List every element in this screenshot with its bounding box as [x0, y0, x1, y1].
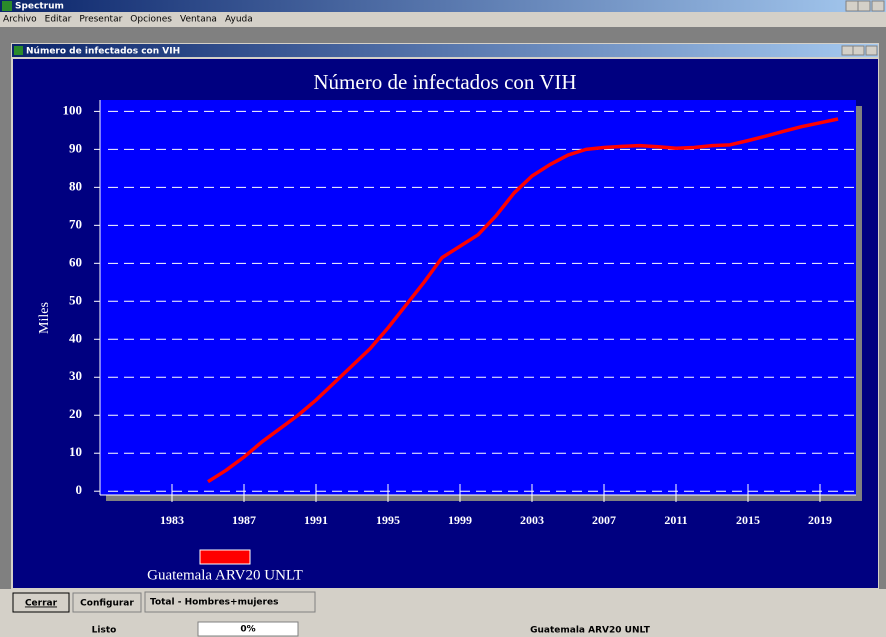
x-tick-label: 1983	[160, 513, 184, 527]
child-icon	[14, 46, 23, 55]
x-tick-label: 1987	[232, 513, 256, 527]
menu-bar: Archivo Editar Presentar Opciones Ventana Ayu…	[3, 15, 253, 25]
legend-swatch	[199, 549, 251, 565]
app-title: Spectrum	[15, 2, 64, 12]
legend: Guatemala ARV20 UNLT	[147, 549, 303, 583]
status-scenario: Guatemala ARV20 UNLT	[530, 626, 651, 636]
data-line	[207, 117, 839, 484]
child-controls[interactable]	[841, 45, 878, 56]
selector-label[interactable]: Total - Hombres+mujeres	[150, 598, 278, 608]
status-state: Listo	[92, 626, 117, 636]
close-button[interactable]	[12, 592, 70, 613]
x-tick-label: 1999	[448, 513, 472, 527]
y-tick-label: 10	[69, 444, 82, 459]
selector[interactable]	[144, 591, 316, 613]
menu-item[interactable]: Opciones	[130, 15, 172, 25]
x-tick-label: 1995	[376, 513, 400, 527]
title-bar	[0, 0, 886, 12]
x-tick-label: 2007	[592, 513, 616, 527]
y-tick-label: 80	[69, 178, 82, 193]
menu-item[interactable]: Archivo	[3, 15, 37, 25]
y-tick-label: 100	[63, 102, 83, 117]
y-axis-label: Miles	[37, 302, 52, 334]
chart-title: Número de infectados con VIH	[313, 70, 576, 94]
y-tick-label: 20	[69, 406, 82, 421]
menu-item[interactable]: Ventana	[180, 15, 217, 25]
y-tick-label: 90	[69, 140, 82, 155]
child-title-bar	[12, 44, 878, 57]
y-tick-label: 50	[69, 292, 82, 307]
y-tick-label: 30	[69, 368, 82, 383]
x-tick-label: 1991	[304, 513, 328, 527]
progress-text: 0%	[240, 625, 255, 635]
close-button-label[interactable]: Cerrar	[25, 599, 58, 609]
x-tick-label: 2011	[664, 513, 687, 527]
x-tick-label: 2015	[736, 513, 760, 527]
menu-item[interactable]: Presentar	[79, 15, 122, 25]
y-tick-label: 60	[69, 254, 82, 269]
y-tick-label: 70	[69, 216, 82, 231]
x-tick-label: 2019	[808, 513, 832, 527]
menu-item[interactable]: Ayuda	[225, 15, 253, 25]
configure-button[interactable]	[72, 592, 142, 613]
progress-box	[197, 621, 299, 637]
y-tick-label: 0	[76, 482, 83, 497]
configure-button-label[interactable]: Configurar	[80, 599, 134, 609]
plot-area	[100, 100, 856, 495]
y-tick-label: 40	[69, 330, 82, 345]
window-controls[interactable]	[845, 0, 885, 12]
legend-label: Guatemala ARV20 UNLT	[147, 567, 303, 583]
child-title: Número de infectados con VIH	[26, 47, 180, 57]
menu-item[interactable]: Editar	[45, 15, 72, 25]
app-icon	[2, 1, 12, 11]
status-bar	[0, 617, 886, 637]
x-tick-label: 2003	[520, 513, 544, 527]
